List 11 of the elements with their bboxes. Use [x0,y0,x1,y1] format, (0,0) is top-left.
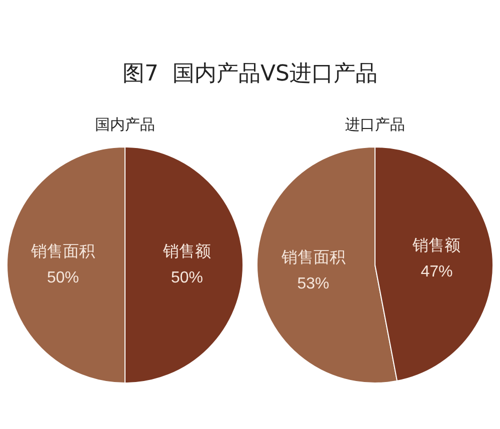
slice-label: 销售面积 [280,249,346,266]
slice-label: 销售面积 [30,244,95,260]
data-label: 50% [46,270,80,286]
chart-title: 国内产品 [95,116,155,134]
data-label: 50% [170,270,204,286]
data-label: 47% [420,264,453,281]
slice-label: 销售额 [162,242,211,260]
data-label: 53% [297,275,330,292]
text: 图7 国内产品VS进口产品 [122,62,378,86]
chart-title: 进口产品 [345,116,405,134]
slice-label: 销售额 [412,236,461,255]
